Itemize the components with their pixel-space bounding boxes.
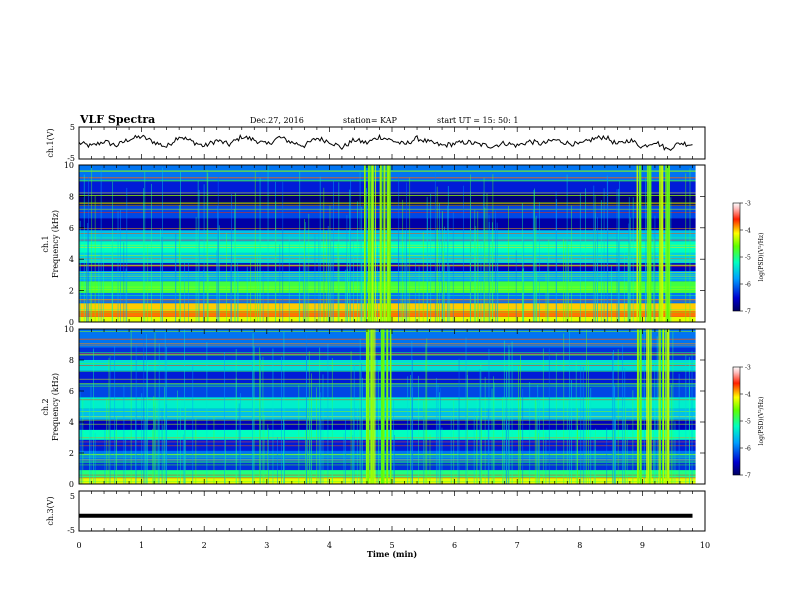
x-tick-label: 10: [700, 541, 710, 550]
x-tick-label: 5: [389, 541, 394, 550]
x-tick-label: 6: [452, 541, 457, 550]
colorbar-tick-label: -4: [745, 228, 751, 235]
spectrogram-band: [79, 311, 705, 317]
colorbar-1-label: log(PSD)(V²/Hz): [758, 233, 765, 282]
ch1-waveform-panel: 5 -5 ch.1(V): [46, 123, 706, 163]
x-tick-label: 2: [202, 541, 207, 550]
ch1-ytick-bottom: -5: [67, 154, 75, 163]
spectrogram-band: [79, 450, 705, 461]
freq-tick-label: 4: [69, 255, 74, 264]
spectrogram-band: [79, 180, 705, 195]
ch1-spec-ylabel-freq: Frequency (kHz): [51, 210, 60, 278]
spectrogram-band: [79, 470, 705, 478]
colorbar-tick-label: -4: [745, 392, 751, 399]
spectrogram-band: [79, 429, 705, 440]
ch2-spec-ylabel-freq: Frequency (kHz): [51, 373, 60, 441]
spectrogram-band: [79, 218, 705, 231]
station-label: station= KAP: [343, 116, 398, 125]
ch1-waveform-line: [78, 133, 693, 151]
spectrogram-no-data: [695, 165, 705, 322]
ch2-spectrogram-panel: 0 2 4 6 8 10 ch.2 Frequency (kHz): [41, 325, 706, 489]
ch3-ylabel: ch.3(V): [46, 496, 55, 525]
start-time-label: start UT = 15: 50: 1: [437, 116, 518, 125]
figure-title: VLF Spectra: [79, 113, 155, 126]
x-tick-label: 1: [139, 541, 144, 550]
freq-tick-label: 10: [64, 161, 74, 170]
colorbar-tick-label: -6: [745, 282, 751, 289]
ch3-ytick-bottom: -5: [67, 526, 75, 535]
ch1-ytick-top: 5: [70, 123, 75, 132]
freq-tick-label: 8: [69, 356, 74, 365]
ch3-waveform-panel: 5 -5 ch.3(V) 0 1 2 3 4 5 6 7 8 9 10 Time (min): [46, 490, 710, 559]
ch1-spectrogram-panel: 0 2 4 6 8 10 ch.1 Frequency (kHz): [41, 161, 706, 327]
colorbar-tick-label: -5: [745, 255, 751, 262]
freq-tick-label: 2: [69, 287, 74, 296]
spectrogram-band: [79, 165, 705, 181]
colorbar-1: -3 -4 -5 -6 -7 log(PSD)(V²/Hz): [732, 201, 765, 316]
spectrogram-band: [79, 303, 705, 312]
spectrogram-band: [79, 329, 705, 348]
x-tick-label: 4: [327, 541, 332, 550]
date-label: Dec.27, 2016: [250, 116, 304, 125]
colorbar-2-label: log(PSD)(V²/Hz): [758, 397, 765, 446]
freq-tick-label: 4: [69, 418, 74, 427]
freq-tick-label: 8: [69, 192, 74, 201]
x-tick-label: 9: [640, 541, 645, 550]
ch1-ylabel: ch.1(V): [46, 128, 55, 157]
spectrogram-band: [79, 370, 705, 384]
spectrogram-band: [79, 292, 705, 304]
ch2-spec-ylabel: ch.2: [41, 398, 50, 415]
colorbar-2: -3 -4 -5 -6 -7 log(PSD)(V²/Hz): [732, 365, 765, 480]
spectrogram-band: [79, 439, 705, 451]
x-axis-label: Time (min): [367, 549, 417, 559]
freq-tick-label: 6: [69, 387, 74, 396]
colorbar-tick-label: -3: [745, 201, 751, 208]
freq-tick-label: 6: [69, 224, 74, 233]
spectrogram-band: [79, 397, 705, 409]
x-tick-label: 7: [515, 541, 520, 550]
x-tick-label: 8: [577, 541, 582, 550]
freq-tick-label: 0: [69, 480, 74, 489]
colorbar-tick-label: -5: [745, 419, 751, 426]
colorbar-tick-label: -7: [745, 309, 751, 316]
freq-tick-label: 0: [69, 318, 74, 327]
spectrogram-band: [79, 252, 705, 264]
colorbar-tick-label: -7: [745, 473, 751, 480]
spectrogram-band: [79, 230, 705, 242]
spectrogram-no-data: [695, 329, 705, 484]
freq-tick-label: 10: [64, 325, 74, 334]
colorbar-tick-label: -3: [745, 365, 751, 372]
x-tick-label: 3: [264, 541, 269, 550]
spectrogram-band: [79, 383, 705, 398]
x-tick-label: 0: [76, 541, 81, 550]
spectrogram-band: [79, 241, 705, 253]
spectrogram-band: [79, 194, 705, 206]
freq-tick-label: 2: [69, 449, 74, 458]
spectrogram-band: [79, 460, 705, 471]
ch3-ytick-top: 5: [70, 492, 75, 501]
spectrogram-band: [79, 408, 705, 420]
spectrogram-band: [79, 263, 705, 271]
spectrogram-band: [79, 419, 705, 430]
ch1-spec-ylabel: ch.1: [41, 235, 50, 252]
colorbar-tick-label: -6: [745, 446, 751, 453]
